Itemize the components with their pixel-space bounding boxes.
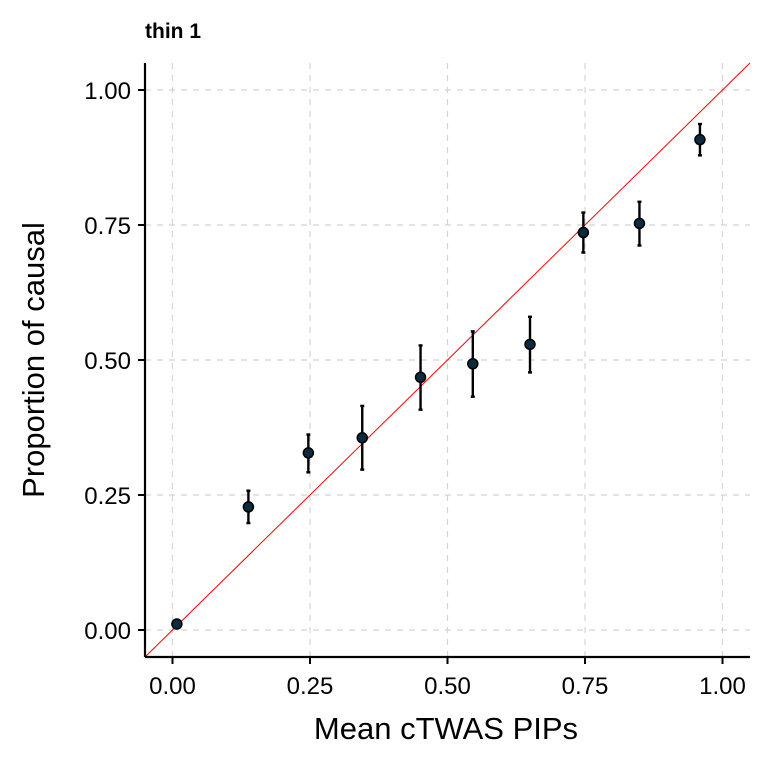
data-points (171, 133, 706, 630)
data-point-7 (577, 226, 590, 239)
y-tick-label-1: 0.25 (84, 483, 131, 510)
reference-line (144, 62, 751, 658)
data-point-9 (694, 133, 706, 146)
data-point-6 (524, 338, 536, 351)
grid-lines (145, 63, 750, 657)
x-tick-label-1: 0.25 (287, 673, 334, 700)
data-point-8 (633, 217, 646, 230)
x-tick-label-2: 0.50 (424, 673, 471, 700)
x-axis-title: Mean cTWAS PIPs (314, 711, 578, 746)
y-tick-label-0: 0.00 (84, 618, 131, 645)
data-point-4 (414, 371, 427, 384)
data-point-3 (356, 432, 368, 444)
data-point-1 (242, 501, 255, 513)
identity-line (144, 62, 751, 658)
x-axis-ticks: 0.00 0.25 0.50 0.75 1.00 (149, 657, 746, 700)
data-point-5 (467, 358, 479, 370)
data-point-0 (171, 618, 183, 630)
chart-title: thin 1 (145, 20, 201, 43)
y-tick-label-4: 1.00 (84, 78, 131, 105)
y-tick-label-3: 0.75 (84, 213, 131, 240)
x-tick-label-0: 0.00 (149, 673, 196, 700)
error-bars (246, 122, 702, 525)
x-tick-label-3: 0.75 (562, 673, 609, 700)
data-point-2 (302, 447, 315, 459)
y-axis-ticks: 0.00 0.25 0.50 0.75 1.00 (84, 78, 145, 645)
x-tick-label-4: 1.00 (699, 673, 746, 700)
y-tick-label-2: 0.50 (84, 348, 131, 375)
y-axis-title: Proportion of causal (16, 222, 51, 498)
